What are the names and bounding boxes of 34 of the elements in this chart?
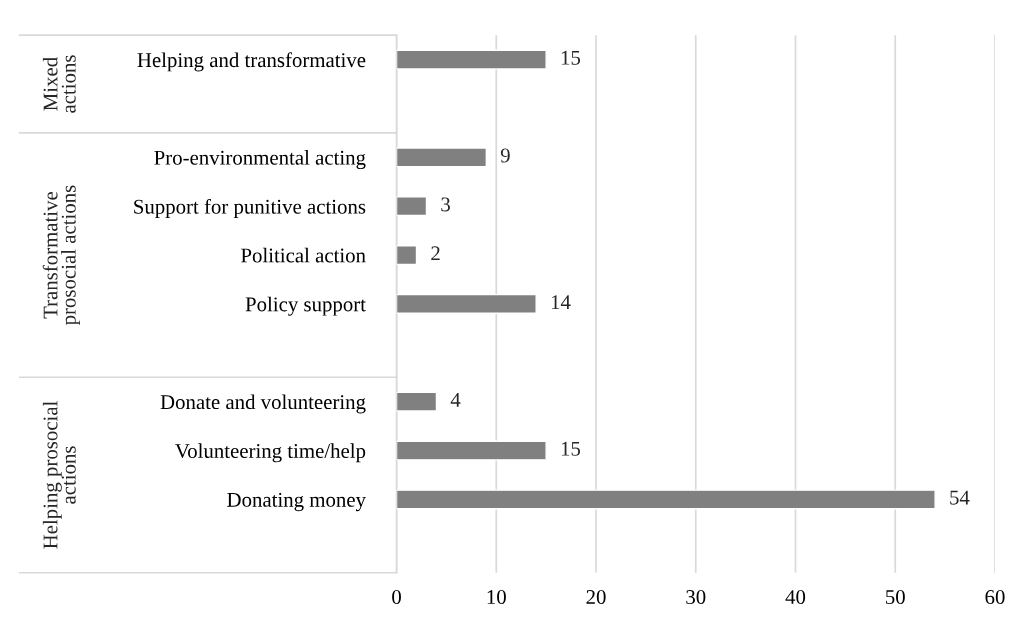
y-tick-label: Helping and transformative: [137, 52, 366, 72]
x-tick-label: 20: [586, 590, 606, 605]
y-tick-label: Policy support: [245, 296, 366, 316]
data-label: 3: [441, 197, 450, 212]
y-tick-label: Political action: [241, 247, 366, 263]
bar: [396, 489, 936, 510]
text: Mixed actions: [42, 55, 76, 113]
data-label: 14: [551, 295, 571, 309]
bar: [396, 391, 438, 412]
y-tick-label: Support for punitive actions: [134, 198, 366, 218]
bar: [396, 293, 537, 314]
data-label: 9: [500, 148, 510, 163]
bar: [396, 147, 488, 168]
x-tick-label: 40: [785, 590, 806, 605]
y-tick-label: Volunteering time/help: [175, 443, 366, 463]
x-tick-label: 60: [985, 590, 1005, 605]
x-tick-label: 0: [392, 590, 401, 605]
text: Helping prosocial actions: [42, 401, 76, 549]
x-tick-label: 50: [886, 590, 905, 605]
text: Transformative prosocial actions: [42, 185, 80, 326]
x-tick-label: 30: [686, 590, 706, 605]
bar: [396, 49, 547, 70]
data-label: 15: [561, 50, 581, 65]
data-label: 54: [950, 490, 970, 505]
data-label: 2: [431, 246, 440, 261]
data-label: 4: [450, 392, 461, 407]
bar: [396, 245, 418, 266]
data-label: 15: [561, 441, 581, 456]
y-tick-label: Donate and volunteering: [160, 394, 366, 414]
x-tick-label: 10: [487, 590, 506, 605]
bar: [396, 440, 547, 461]
y-tick-label: Donating money: [227, 492, 366, 512]
bar: [396, 196, 428, 217]
y-tick-label: Pro-environmental acting: [154, 150, 366, 170]
